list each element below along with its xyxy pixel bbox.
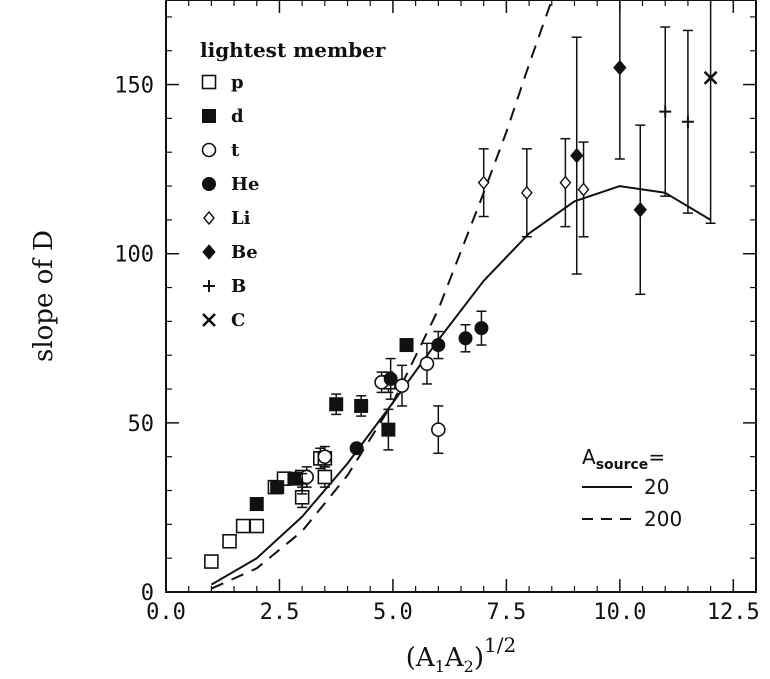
- x-tick-label: 2.5: [260, 600, 300, 625]
- model-curves: [210, 0, 712, 590]
- legend-marker-t: [201, 142, 217, 158]
- point-he: [474, 321, 489, 336]
- legend-marker-c: [202, 313, 216, 327]
- legend-marker-b: [203, 280, 215, 292]
- point-b: [681, 115, 694, 128]
- legend-label-he: He: [231, 174, 259, 195]
- x-axis-title: (A1A2)1/2: [406, 633, 516, 676]
- plot-frame: [165, 0, 757, 593]
- point-p: [222, 533, 237, 549]
- x-tick-label: 10.0: [593, 600, 646, 625]
- point-d: [354, 398, 369, 413]
- point-li: [577, 182, 590, 197]
- point-li: [477, 175, 490, 190]
- point-d: [270, 480, 285, 495]
- legend-marker-d: [202, 109, 216, 123]
- x-tick-label: 5.0: [373, 600, 413, 625]
- legend-label-be: Be: [231, 242, 258, 263]
- point-c: [703, 70, 718, 85]
- point-li: [559, 175, 572, 190]
- point-be: [633, 201, 647, 218]
- legend: lightest member pdt He Li Be BC: [200, 38, 386, 331]
- point-he: [383, 371, 398, 386]
- point-he: [458, 331, 473, 346]
- x-tick-label: 7.5: [487, 600, 527, 625]
- legend-label-p: p: [231, 72, 244, 93]
- point-t: [419, 356, 435, 371]
- legend-label-li: Li: [231, 208, 251, 229]
- data-points: [204, 0, 718, 569]
- point-t: [431, 422, 446, 437]
- point-d: [249, 497, 264, 512]
- point-he: [349, 441, 364, 456]
- curve-20: [210, 185, 712, 586]
- point-d: [381, 422, 396, 437]
- curve-200: [210, 0, 553, 590]
- y-axis-title: slope of D: [29, 230, 59, 362]
- point-be: [570, 147, 584, 164]
- point-p: [204, 554, 219, 569]
- point-d: [329, 397, 344, 412]
- legend-label-d: d: [231, 106, 244, 127]
- tick-labels: 0.0 2.5 5.0 7.5 10.0 12.5 0 50 100 150: [114, 74, 760, 625]
- point-b: [296, 477, 309, 490]
- x-tick-label: 0.0: [146, 600, 186, 625]
- y-tick-label: 150: [114, 74, 154, 99]
- point-li: [520, 185, 533, 200]
- curve-legend-label-20: 20: [644, 475, 669, 499]
- point-d: [399, 338, 414, 353]
- legend-label-t: t: [231, 140, 240, 161]
- point-he: [431, 338, 446, 353]
- y-tick-label: 50: [128, 412, 155, 437]
- point-t: [317, 449, 333, 464]
- legend-title: lightest member: [200, 38, 386, 62]
- point-t: [394, 378, 410, 393]
- x-tick-label: 12.5: [707, 600, 760, 625]
- point-b: [659, 105, 672, 118]
- point-be: [613, 59, 627, 76]
- legend-marker-he: [202, 177, 216, 191]
- curve-legend-label-200: 200: [644, 507, 682, 531]
- y-tick-label: 100: [114, 243, 154, 268]
- legend-label-b: B: [231, 276, 246, 297]
- legend-marker-li: [203, 210, 215, 226]
- legend-label-c: C: [231, 310, 245, 331]
- legend-marker-p: [201, 74, 217, 90]
- point-p: [249, 518, 265, 534]
- point-p: [317, 469, 333, 485]
- legend-marker-be: [202, 244, 216, 260]
- point-p: [235, 518, 251, 534]
- curve-legend-title: Asource=: [582, 445, 665, 473]
- curve-legend: Asource= 20 200: [582, 445, 682, 531]
- y-tick-label: 0: [141, 581, 154, 606]
